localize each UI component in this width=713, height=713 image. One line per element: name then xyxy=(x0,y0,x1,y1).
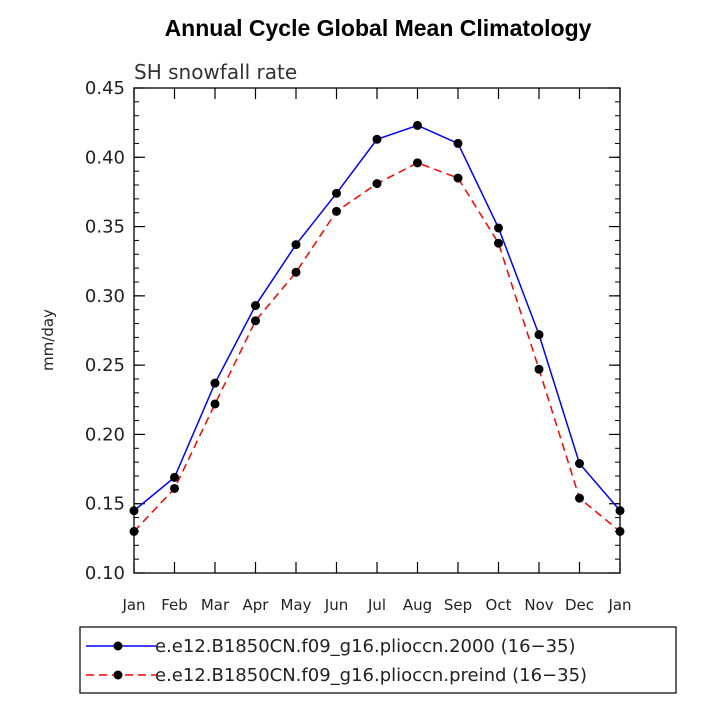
series-1-point xyxy=(494,238,503,248)
series-layer xyxy=(129,120,625,536)
series-0-point xyxy=(453,138,463,148)
series-0-point xyxy=(210,378,220,388)
x-tick-label: Mar xyxy=(201,596,230,614)
x-tick-label: Jan xyxy=(121,596,145,614)
series-0-point xyxy=(251,301,260,311)
series-1-point xyxy=(413,158,422,168)
series-1-point xyxy=(170,483,179,493)
series-1-point xyxy=(534,364,544,374)
series-0-point xyxy=(170,472,179,482)
legend-label-0: e.e12.B1850CN.f09_g16.plioccn.2000 (16−3… xyxy=(155,636,576,657)
series-1-point xyxy=(210,399,220,409)
series-0-point xyxy=(372,134,382,144)
series-line-1 xyxy=(133,162,621,533)
series-1-point xyxy=(332,206,341,216)
legend-marker-1 xyxy=(113,670,123,680)
x-tick-label: Nov xyxy=(524,596,553,614)
series-0-point xyxy=(615,506,625,516)
y-tick-label: 0.15 xyxy=(85,494,125,515)
series-0-point xyxy=(413,120,422,130)
x-tick-label: Jul xyxy=(367,596,386,614)
series-1-point xyxy=(251,316,260,326)
series-1-point xyxy=(615,526,625,536)
legend-entries: e.e12.B1850CN.f09_g16.plioccn.2000 (16−3… xyxy=(86,636,587,686)
series-0-point xyxy=(291,240,301,250)
series-0-point xyxy=(129,506,139,516)
x-tick-label: Jun xyxy=(324,596,348,614)
x-tick-label: Sep xyxy=(444,596,472,614)
x-tick-label: Dec xyxy=(565,596,594,614)
series-1-point xyxy=(291,267,301,277)
series-1-point xyxy=(575,493,584,503)
x-tick-label: Apr xyxy=(243,596,270,614)
series-0-point xyxy=(534,330,544,340)
legend-label-1: e.e12.B1850CN.f09_g16.plioccn.preind (16… xyxy=(155,665,587,686)
y-tick-label: 0.35 xyxy=(85,217,125,238)
series-0-point xyxy=(494,223,503,233)
plot-frame xyxy=(133,87,621,574)
series-0-point xyxy=(332,188,341,198)
x-tick-label: Feb xyxy=(161,596,188,614)
x-tick-label: Aug xyxy=(403,596,432,614)
chart-subtitle: SH snowfall rate xyxy=(134,60,297,84)
y-tick-label: 0.20 xyxy=(85,424,125,445)
legend-box xyxy=(79,626,677,694)
x-tick-label: Oct xyxy=(486,596,512,614)
series-1-point xyxy=(453,173,463,183)
y-tick-label: 0.40 xyxy=(85,147,125,168)
legend-marker-0 xyxy=(113,641,123,651)
y-tick-label: 0.25 xyxy=(85,355,125,376)
series-1-point xyxy=(372,179,382,189)
legend: e.e12.B1850CN.f09_g16.plioccn.2000 (16−3… xyxy=(79,626,677,694)
x-tick-label: May xyxy=(280,596,311,614)
y-tick-label: 0.30 xyxy=(85,286,125,307)
y-tick-label: 0.45 xyxy=(85,78,125,99)
y-axis-label: mm/day xyxy=(39,309,57,371)
chart-title: Annual Cycle Global Mean Climatology xyxy=(165,15,592,41)
series-0-point xyxy=(575,459,584,469)
axes: 0.10 0.15 0.20 0.25 0.30 0.35 0.40 0.45 Jan Feb Ma… xyxy=(85,78,632,614)
y-tick-label: 0.10 xyxy=(85,563,125,584)
x-tick-label: Jan xyxy=(607,596,631,614)
series-1-point xyxy=(129,526,139,536)
